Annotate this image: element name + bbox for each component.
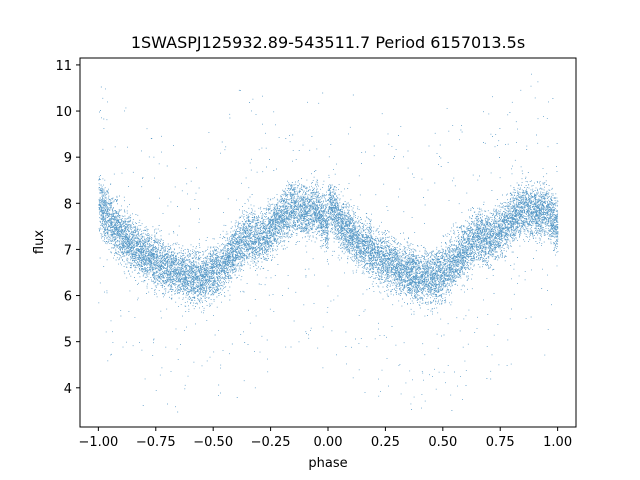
scatter-points: [98, 73, 559, 413]
x-tick-label: −1.00: [78, 435, 118, 450]
y-tick-label: 7: [64, 243, 72, 258]
y-tick-label: 11: [55, 59, 72, 74]
y-tick-label: 8: [64, 197, 72, 212]
y-tick-label: 10: [55, 105, 72, 120]
y-tick-label: 9: [64, 151, 72, 166]
x-tick-label: 0.00: [314, 435, 343, 450]
x-axis-ticks: −1.00 −0.75 −0.50 −0.25 0.00 0.25 0.50 0.75 1.00: [78, 427, 572, 450]
y-tick-label: 5: [64, 336, 72, 351]
x-axis-label: phase: [308, 456, 347, 471]
x-tick-label: 1.00: [543, 435, 572, 450]
y-tick-label: 6: [64, 290, 72, 305]
x-tick-label: 0.75: [486, 435, 515, 450]
x-tick-label: −0.50: [193, 435, 233, 450]
y-tick-label: 4: [64, 382, 72, 397]
x-tick-label: 0.25: [371, 435, 400, 450]
x-tick-label: −0.75: [136, 435, 176, 450]
x-tick-label: 0.50: [428, 435, 457, 450]
x-tick-label: −0.25: [251, 435, 291, 450]
flux-points: [98, 73, 559, 413]
chart-title: 1SWASPJ125932.89-543511.7 Period 6157013…: [131, 33, 525, 52]
y-axis-label: flux: [32, 230, 47, 254]
y-axis-ticks: 4 5 6 7 8 9 10 11: [55, 59, 80, 397]
